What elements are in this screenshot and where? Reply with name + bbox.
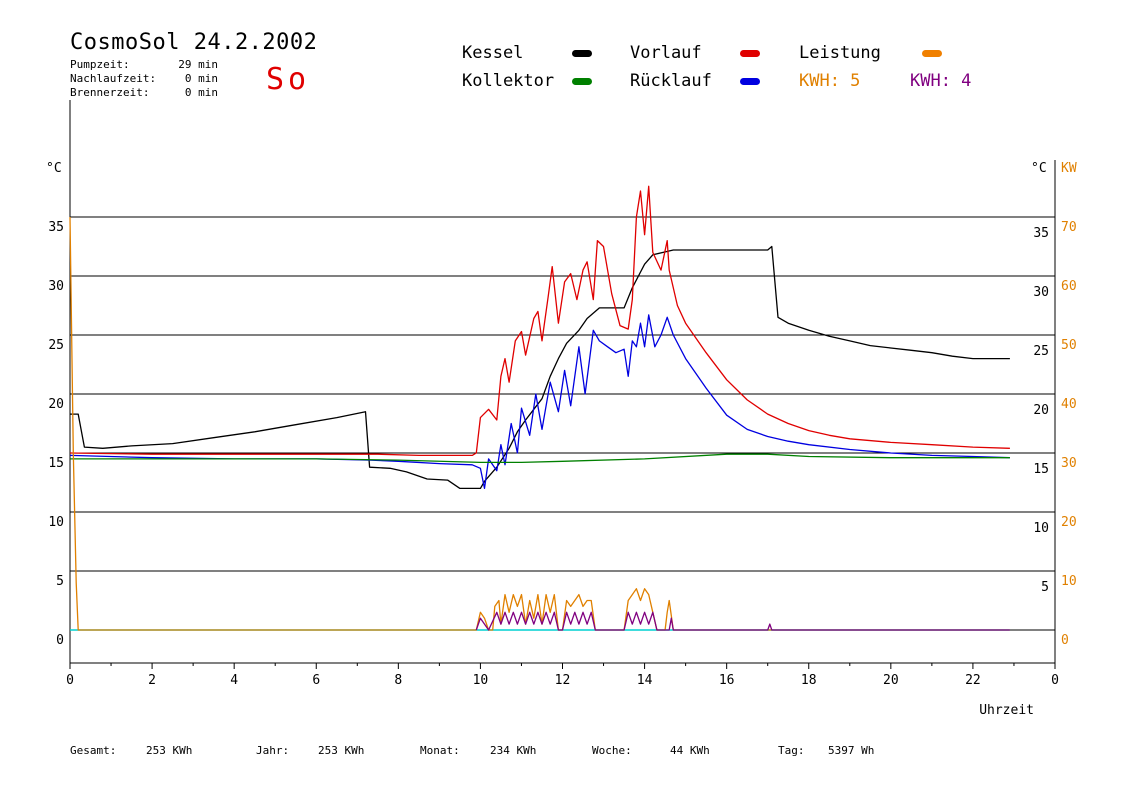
y-right-tick-label: 30 bbox=[1033, 285, 1049, 300]
y-right-tick-label: 10 bbox=[1033, 521, 1049, 536]
footer-label: Gesamt: bbox=[70, 744, 117, 757]
series-line-kessel bbox=[70, 245, 1010, 490]
legend-ruecklauf-swatch bbox=[740, 78, 760, 85]
y2-tick-label: 60 bbox=[1061, 279, 1077, 294]
y-left-tick-label: 15 bbox=[48, 456, 64, 471]
y-right-tick-label: 20 bbox=[1033, 403, 1049, 418]
legend-leistung-label: Leistung bbox=[799, 43, 881, 63]
footer-label: Woche: bbox=[592, 744, 632, 757]
y2-tick-label: 30 bbox=[1061, 456, 1077, 471]
x-tick-label: 10 bbox=[473, 673, 489, 688]
legend-kessel-swatch bbox=[572, 50, 592, 57]
stat-label: Nachlaufzeit: bbox=[70, 72, 157, 85]
footer-label: Tag: bbox=[778, 744, 805, 757]
y2-tick-label: 10 bbox=[1061, 574, 1077, 589]
x-tick-label: 0 bbox=[66, 673, 74, 688]
kwh-total-2: KWH: 4 bbox=[910, 71, 972, 91]
legend-ruecklauf-label: Rücklauf bbox=[630, 71, 712, 91]
stat-value: 29 min bbox=[178, 58, 218, 71]
x-tick-label: 0 bbox=[1051, 673, 1059, 688]
series-line-leistung bbox=[69, 216, 1010, 631]
series-line-r-cklauf bbox=[69, 314, 1010, 490]
legend-leistung-swatch bbox=[922, 50, 942, 57]
stat-label: Pumpzeit: bbox=[70, 58, 130, 71]
x-tick-label: 22 bbox=[965, 673, 981, 688]
y2-tick-label: 50 bbox=[1061, 338, 1077, 353]
legend-vorlauf-label: Vorlauf bbox=[630, 43, 702, 63]
chart-title: CosmoSol 24.2.2002 bbox=[70, 30, 318, 55]
series-line-vorlauf bbox=[69, 185, 1010, 457]
x-tick-label: 16 bbox=[719, 673, 735, 688]
legend-kessel-label: Kessel bbox=[462, 43, 524, 63]
x-axis-title: Uhrzeit bbox=[979, 703, 1034, 718]
x-tick-label: 8 bbox=[394, 673, 402, 688]
legend-vorlauf-swatch bbox=[740, 50, 760, 57]
stat-row: Pumpzeit: 29 min bbox=[70, 58, 218, 71]
x-tick-label: 18 bbox=[801, 673, 817, 688]
footer-label: Jahr: bbox=[256, 744, 290, 757]
footer-value: 253 KWh bbox=[318, 744, 365, 757]
stat-label: Brennerzeit: bbox=[70, 86, 150, 99]
x-tick-label: 4 bbox=[230, 673, 238, 688]
series-line-kollektor bbox=[70, 453, 1010, 464]
y-right-tick-label: 25 bbox=[1033, 344, 1049, 359]
x-tick-label: 20 bbox=[883, 673, 899, 688]
y-left-tick-label: 30 bbox=[48, 279, 64, 294]
footer-value: 44 KWh bbox=[670, 744, 710, 757]
footer-value: 5397 Wh bbox=[828, 744, 875, 757]
y-left-tick-label: 25 bbox=[48, 338, 64, 353]
footer-value: 253 KWh bbox=[146, 744, 193, 757]
x-tick-label: 6 bbox=[312, 673, 320, 688]
legend-kollektor-swatch bbox=[572, 78, 592, 85]
y-left-tick-label: 0 bbox=[56, 633, 64, 648]
x-tick-label: 14 bbox=[637, 673, 653, 688]
weekday-label: So bbox=[266, 62, 311, 97]
y-right-tick-label: 15 bbox=[1033, 462, 1049, 477]
y-left-tick-label: 20 bbox=[48, 397, 64, 412]
y-right-tick-label: 35 bbox=[1033, 226, 1049, 241]
y-left-tick-label: 35 bbox=[48, 220, 64, 235]
stat-row: Brennerzeit: 0 min bbox=[70, 86, 218, 99]
kwh-total-1: KWH: 5 bbox=[799, 71, 861, 91]
y-left-unit: °C bbox=[46, 161, 62, 176]
y2-tick-label: 40 bbox=[1061, 397, 1077, 412]
y2-unit: KW bbox=[1061, 161, 1077, 176]
y-left-tick-label: 5 bbox=[56, 574, 64, 589]
stat-row: Nachlaufzeit: 0 min bbox=[70, 72, 218, 85]
footer-label: Monat: bbox=[420, 744, 460, 757]
series-line-leistung-2 bbox=[475, 611, 1010, 631]
y2-tick-label: 70 bbox=[1061, 220, 1077, 235]
x-tick-label: 2 bbox=[148, 673, 156, 688]
footer-value: 234 KWh bbox=[490, 744, 537, 757]
x-tick-label: 12 bbox=[555, 673, 571, 688]
y2-tick-label: 20 bbox=[1061, 515, 1077, 530]
legend-kollektor-label: Kollektor bbox=[462, 71, 555, 91]
stat-value: 0 min bbox=[184, 72, 218, 85]
y2-tick-label: 0 bbox=[1061, 633, 1069, 648]
stat-value: 0 min bbox=[184, 86, 218, 99]
y-right-tick-label: 5 bbox=[1041, 580, 1049, 595]
y-left-tick-label: 10 bbox=[48, 515, 64, 530]
y-right-unit: °C bbox=[1031, 161, 1047, 176]
